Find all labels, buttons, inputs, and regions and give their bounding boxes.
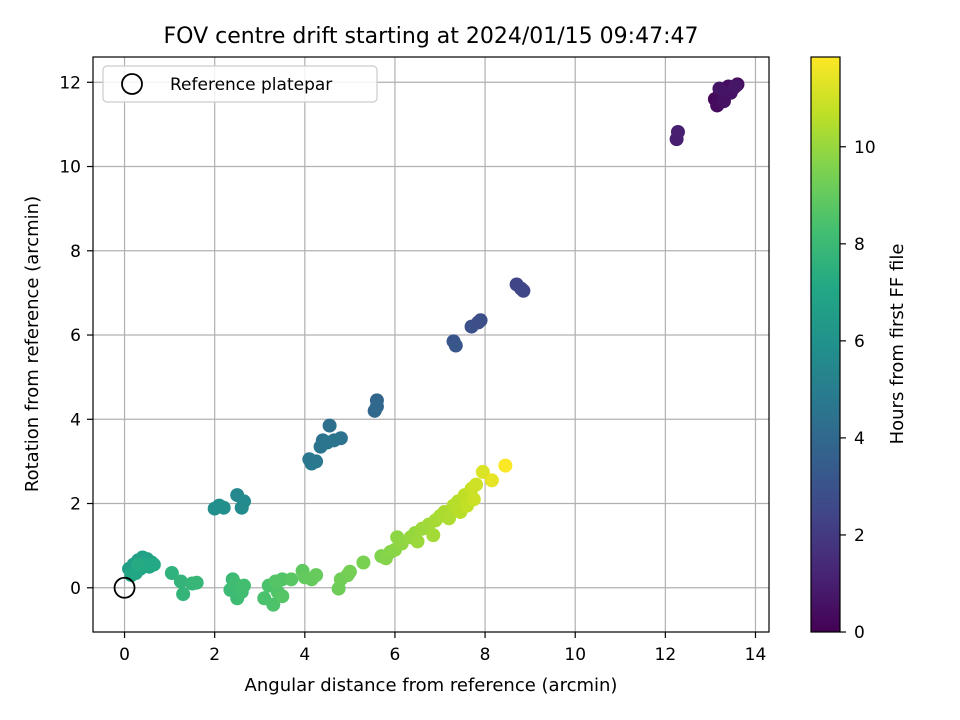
y-tick-label: 0 [70,579,81,599]
colorbar-tick-label: 6 [854,332,865,352]
data-point [342,564,357,579]
x-tick-label: 10 [564,645,586,665]
data-point [410,534,425,549]
x-tick-label: 2 [209,645,220,665]
plot-background [93,57,769,632]
colorbar-tick-label: 4 [854,429,865,449]
colorbar-tick-label: 8 [854,235,865,255]
data-point [309,568,324,583]
data-point [173,574,188,589]
data-point [712,81,727,96]
data-point [131,557,146,572]
data-point [466,492,481,507]
x-tick-label: 14 [745,645,767,665]
plot-area: 0 2 4 6 8 10 12 14 0 2 4 6 8 10 12 Reference platepar [59,56,770,665]
x-tick-label: 8 [480,645,491,665]
colorbar-ticks: 0 2 4 6 8 10 [840,138,876,643]
legend-box [102,65,378,103]
data-points [122,77,745,612]
data-point [442,511,457,526]
data-point [356,555,371,570]
legend-label: Reference platepar [170,75,332,95]
data-point [498,458,513,473]
x-axis-label: Angular distance from reference (arcmin) [245,675,618,696]
colorbar-tick-label: 0 [854,623,865,643]
colorbar-label: Hours from first FF file [887,244,908,445]
axis-ticks: 0 2 4 6 8 10 12 14 0 2 4 6 8 10 12 [59,73,766,665]
legend-marker [121,73,143,95]
y-tick-label: 6 [70,326,81,346]
data-point [236,578,251,593]
data-point [216,500,231,515]
data-point [471,315,486,330]
data-point [369,399,384,414]
data-point [322,418,337,433]
y-tick-label: 4 [70,410,81,430]
data-point [146,557,161,572]
data-point [234,500,249,515]
data-point [469,477,484,492]
reference-point-marker [113,576,136,599]
data-point [670,124,685,139]
y-tick-label: 8 [70,242,81,262]
data-point [189,575,204,590]
data-point [268,574,283,589]
data-point [309,454,324,469]
y-tick-label: 2 [70,495,81,515]
plot-frame [92,56,770,633]
colorbar-gradient [810,56,841,633]
data-point [320,435,335,450]
data-point [728,79,743,94]
y-axis-label: Rotation from reference (arcmin) [22,196,43,492]
y-tick-label: 10 [59,158,81,178]
data-point [284,572,299,587]
legend: Reference platepar [102,65,378,103]
data-point [475,464,490,479]
data-point [426,528,441,543]
chart-title: FOV centre drift starting at 2024/01/15 … [164,24,699,49]
x-tick-label: 12 [655,645,677,665]
data-point [275,589,290,604]
data-point [448,338,463,353]
data-point [164,566,179,581]
data-point [516,283,531,298]
x-tick-label: 4 [299,645,310,665]
x-tick-label: 6 [390,645,401,665]
y-tick-label: 12 [59,73,81,93]
colorbar-tick-label: 2 [854,526,865,546]
data-point [176,587,191,602]
colorbar: 0 2 4 6 8 10 Hours from first FF file [810,56,908,643]
colorbar-tick-label: 10 [854,138,876,158]
grid [93,57,769,632]
data-point [266,597,281,612]
x-tick-label: 0 [119,645,130,665]
data-point [484,473,499,488]
